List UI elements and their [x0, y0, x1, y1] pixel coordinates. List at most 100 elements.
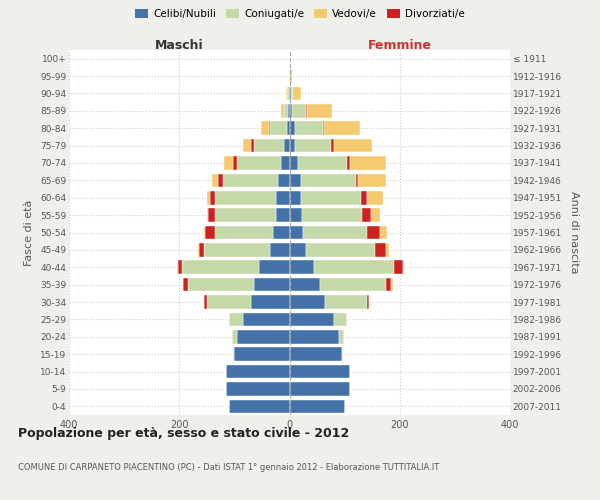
Bar — [215, 226, 273, 239]
Bar — [325, 295, 367, 309]
Bar — [259, 260, 290, 274]
Bar — [306, 243, 375, 256]
Bar — [295, 139, 331, 152]
Bar — [199, 243, 204, 256]
Bar — [290, 312, 334, 326]
Bar — [284, 104, 289, 118]
Bar — [207, 191, 209, 204]
Bar — [314, 260, 394, 274]
Bar — [233, 348, 235, 361]
Bar — [339, 330, 344, 344]
Bar — [290, 226, 303, 239]
Bar — [209, 191, 215, 204]
Bar — [290, 174, 301, 187]
Bar — [323, 122, 359, 135]
Bar — [284, 139, 290, 152]
Bar — [287, 122, 290, 135]
Bar — [367, 191, 383, 204]
Bar — [307, 104, 332, 118]
Bar — [303, 226, 367, 239]
Bar — [290, 191, 301, 204]
Bar — [290, 122, 295, 135]
Bar — [207, 208, 208, 222]
Bar — [273, 226, 290, 239]
Bar — [237, 156, 281, 170]
Bar — [331, 139, 334, 152]
Bar — [278, 174, 290, 187]
Bar — [391, 278, 392, 291]
Bar — [229, 312, 242, 326]
Bar — [276, 208, 290, 222]
Bar — [290, 382, 350, 396]
Bar — [290, 400, 344, 413]
Bar — [207, 295, 251, 309]
Bar — [358, 174, 386, 187]
Bar — [342, 348, 343, 361]
Bar — [290, 139, 295, 152]
Bar — [302, 208, 362, 222]
Bar — [394, 260, 403, 274]
Bar — [361, 191, 367, 204]
Bar — [261, 122, 269, 135]
Bar — [287, 86, 289, 100]
Bar — [290, 86, 293, 100]
Bar — [281, 156, 290, 170]
Bar — [286, 86, 287, 100]
Bar — [242, 312, 290, 326]
Bar — [292, 104, 306, 118]
Bar — [226, 365, 290, 378]
Bar — [254, 278, 290, 291]
Bar — [334, 312, 347, 326]
Bar — [281, 104, 284, 118]
Bar — [290, 348, 342, 361]
Bar — [204, 295, 207, 309]
Bar — [218, 174, 223, 187]
Bar — [306, 104, 307, 118]
Y-axis label: Fasce di età: Fasce di età — [25, 200, 34, 266]
Text: Femmine: Femmine — [368, 38, 432, 52]
Bar — [334, 139, 372, 152]
Text: Maschi: Maschi — [155, 38, 203, 52]
Bar — [232, 330, 237, 344]
Bar — [298, 156, 347, 170]
Bar — [276, 191, 290, 204]
Bar — [208, 208, 215, 222]
Bar — [224, 156, 233, 170]
Bar — [362, 208, 371, 222]
Bar — [290, 365, 350, 378]
Y-axis label: Anni di nascita: Anni di nascita — [569, 191, 578, 274]
Bar — [301, 174, 356, 187]
Bar — [356, 174, 358, 187]
Bar — [254, 139, 284, 152]
Bar — [223, 174, 278, 187]
Bar — [367, 295, 370, 309]
Bar — [270, 122, 287, 135]
Bar — [290, 260, 314, 274]
Bar — [301, 191, 361, 204]
Bar — [251, 139, 254, 152]
Bar — [251, 295, 290, 309]
Bar — [350, 156, 386, 170]
Bar — [293, 86, 301, 100]
Bar — [380, 226, 387, 239]
Bar — [182, 260, 259, 274]
Bar — [371, 208, 380, 222]
Bar — [188, 278, 254, 291]
Bar — [204, 226, 205, 239]
Bar — [290, 70, 292, 83]
Bar — [237, 330, 290, 344]
Bar — [320, 278, 386, 291]
Bar — [215, 191, 276, 204]
Bar — [290, 208, 302, 222]
Bar — [386, 243, 389, 256]
Bar — [290, 104, 292, 118]
Bar — [183, 278, 188, 291]
Text: COMUNE DI CARPANETO PIACENTINO (PC) - Dati ISTAT 1° gennaio 2012 - Elaborazione : COMUNE DI CARPANETO PIACENTINO (PC) - Da… — [18, 462, 439, 471]
Bar — [290, 295, 325, 309]
Bar — [403, 260, 404, 274]
Bar — [290, 278, 320, 291]
Text: Popolazione per età, sesso e stato civile - 2012: Popolazione per età, sesso e stato civil… — [18, 428, 349, 440]
Bar — [270, 243, 290, 256]
Legend: Celibi/Nubili, Coniugati/e, Vedovi/e, Divorziati/e: Celibi/Nubili, Coniugati/e, Vedovi/e, Di… — [131, 5, 469, 24]
Bar — [290, 330, 339, 344]
